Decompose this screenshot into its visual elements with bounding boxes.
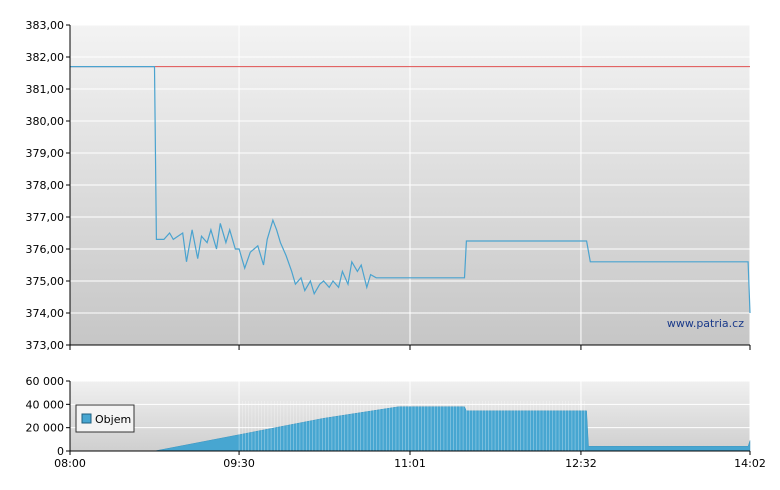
price-y-tick-label: 380,00 [26,115,65,128]
x-tick-label: 11:01 [394,457,426,470]
price-y-tick-labels: 373,00 374,00 375,00 376,00 377,00 378,00 379,… [26,19,70,352]
price-y-tick-label: 379,00 [26,147,65,160]
price-panel: 373,00 374,00 375,00 376,00 377,00 378,00 379,… [26,19,751,352]
price-x-tick-marks [69,345,751,350]
price-series-line [70,65,751,314]
x-tick-label: 14:02 [734,457,766,470]
volume-y-tick-label: 40 000 [26,398,65,411]
legend-label: Objem [95,413,131,426]
price-y-tick-label: 376,00 [26,243,65,256]
x-tick-label: 12:32 [565,457,597,470]
volume-y-tick-labels: 0 20 000 40 000 60 000 [26,375,70,458]
volume-x-tick-labels: 08:00 09:30 11:01 12:32 14:02 [54,451,766,470]
price-y-tick-label: 377,00 [26,211,65,224]
price-y-tick-label: 383,00 [26,19,65,32]
watermark-text: www.patria.cz [667,317,744,330]
price-y-tick-label: 381,00 [26,83,65,96]
volume-series-area [70,406,751,452]
x-tick-label: 08:00 [54,457,86,470]
price-y-tick-label: 373,00 [26,339,65,352]
volume-y-tick-label: 60 000 [26,375,65,388]
price-gridlines [70,24,751,345]
volume-y-tick-label: 0 [57,445,64,458]
price-y-tick-label: 382,00 [26,51,65,64]
volume-stripes [238,401,586,451]
volume-y-tick-label: 20 000 [26,422,65,435]
x-tick-label: 09:30 [223,457,255,470]
price-y-tick-label: 375,00 [26,275,65,288]
price-y-tick-label: 374,00 [26,307,65,320]
volume-panel: 0 20 000 40 000 60 000 08:00 09:30 11:01 12:32… [26,375,766,470]
price-y-tick-label: 378,00 [26,179,65,192]
legend-swatch [81,413,92,424]
legend: Objem [75,404,135,433]
